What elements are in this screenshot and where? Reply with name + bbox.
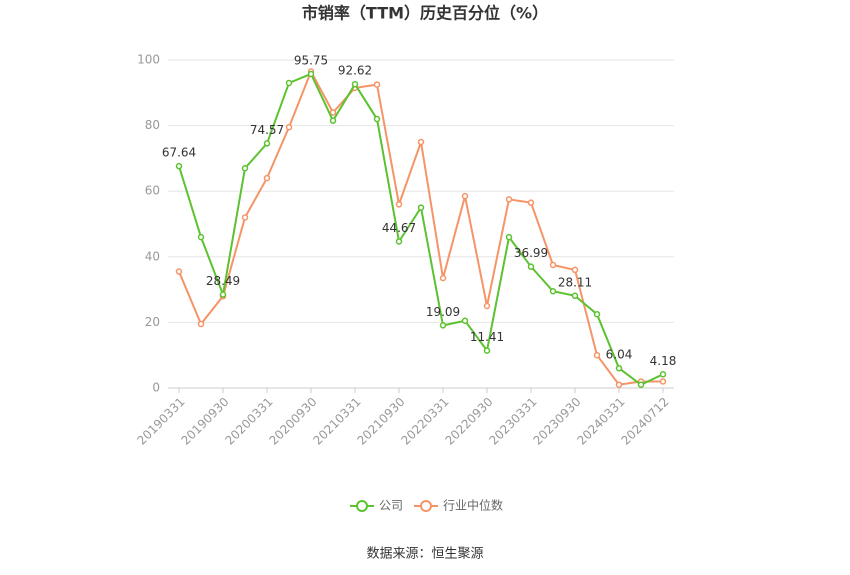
point bbox=[527, 263, 535, 270]
data-label: 6.04 bbox=[606, 348, 633, 362]
y-tick-label: 0 bbox=[152, 381, 160, 395]
point bbox=[615, 381, 623, 388]
point bbox=[571, 292, 579, 300]
point bbox=[549, 261, 557, 269]
point bbox=[461, 317, 469, 325]
point bbox=[439, 274, 447, 282]
point bbox=[351, 80, 359, 88]
point bbox=[483, 302, 491, 310]
point bbox=[263, 174, 271, 182]
y-tick-label: 80 bbox=[145, 118, 160, 132]
point bbox=[637, 381, 645, 388]
chart-title: 市销率（TTM）历史百分位（%） bbox=[302, 4, 548, 23]
data-label: 28.11 bbox=[558, 275, 592, 289]
point bbox=[659, 371, 667, 378]
point bbox=[527, 199, 535, 206]
point bbox=[373, 81, 381, 88]
data-label: 67.64 bbox=[162, 146, 196, 160]
point bbox=[395, 201, 403, 208]
data-label: 4.18 bbox=[650, 354, 677, 368]
data-label: 19.09 bbox=[426, 305, 460, 319]
legend-marker bbox=[420, 500, 432, 512]
point bbox=[285, 79, 293, 87]
point bbox=[263, 140, 271, 147]
point bbox=[329, 117, 337, 124]
data-label: 95.75 bbox=[294, 53, 328, 67]
point bbox=[219, 291, 227, 298]
data-label: 44.67 bbox=[382, 221, 416, 235]
point bbox=[571, 266, 579, 274]
point bbox=[197, 233, 205, 241]
data-label: 92.62 bbox=[338, 64, 372, 78]
point bbox=[175, 268, 183, 275]
data-label: 11.41 bbox=[470, 330, 504, 344]
legend-label: 行业中位数 bbox=[443, 498, 503, 513]
point bbox=[461, 192, 469, 200]
legend-label: 公司 bbox=[379, 499, 403, 513]
y-tick-label: 60 bbox=[145, 184, 160, 198]
point bbox=[241, 164, 249, 172]
y-tick-label: 40 bbox=[145, 249, 160, 263]
point bbox=[307, 70, 315, 78]
point bbox=[241, 214, 249, 221]
data-label: 74.57 bbox=[250, 123, 284, 137]
point bbox=[549, 287, 557, 295]
point bbox=[615, 364, 623, 372]
point bbox=[285, 123, 293, 131]
point bbox=[439, 322, 447, 329]
point bbox=[329, 109, 337, 116]
point bbox=[417, 138, 425, 146]
series-line bbox=[178, 69, 663, 386]
point bbox=[417, 204, 425, 211]
point bbox=[175, 162, 183, 170]
y-tick-label: 100 bbox=[137, 53, 160, 67]
point bbox=[373, 115, 381, 123]
legend-marker bbox=[356, 500, 368, 512]
point bbox=[395, 238, 403, 245]
point bbox=[505, 196, 513, 203]
data-label: 28.49 bbox=[206, 274, 240, 288]
x-tick-label: 20240712 bbox=[619, 395, 672, 448]
point bbox=[197, 320, 205, 328]
point bbox=[593, 351, 601, 359]
point bbox=[593, 310, 601, 318]
y-tick-label: 20 bbox=[145, 315, 160, 329]
point bbox=[659, 378, 667, 385]
data-label: 36.99 bbox=[514, 246, 548, 260]
point bbox=[483, 347, 491, 354]
series-line bbox=[178, 72, 664, 386]
point bbox=[505, 233, 513, 241]
source: 数据来源：恒生聚源 bbox=[366, 547, 483, 562]
